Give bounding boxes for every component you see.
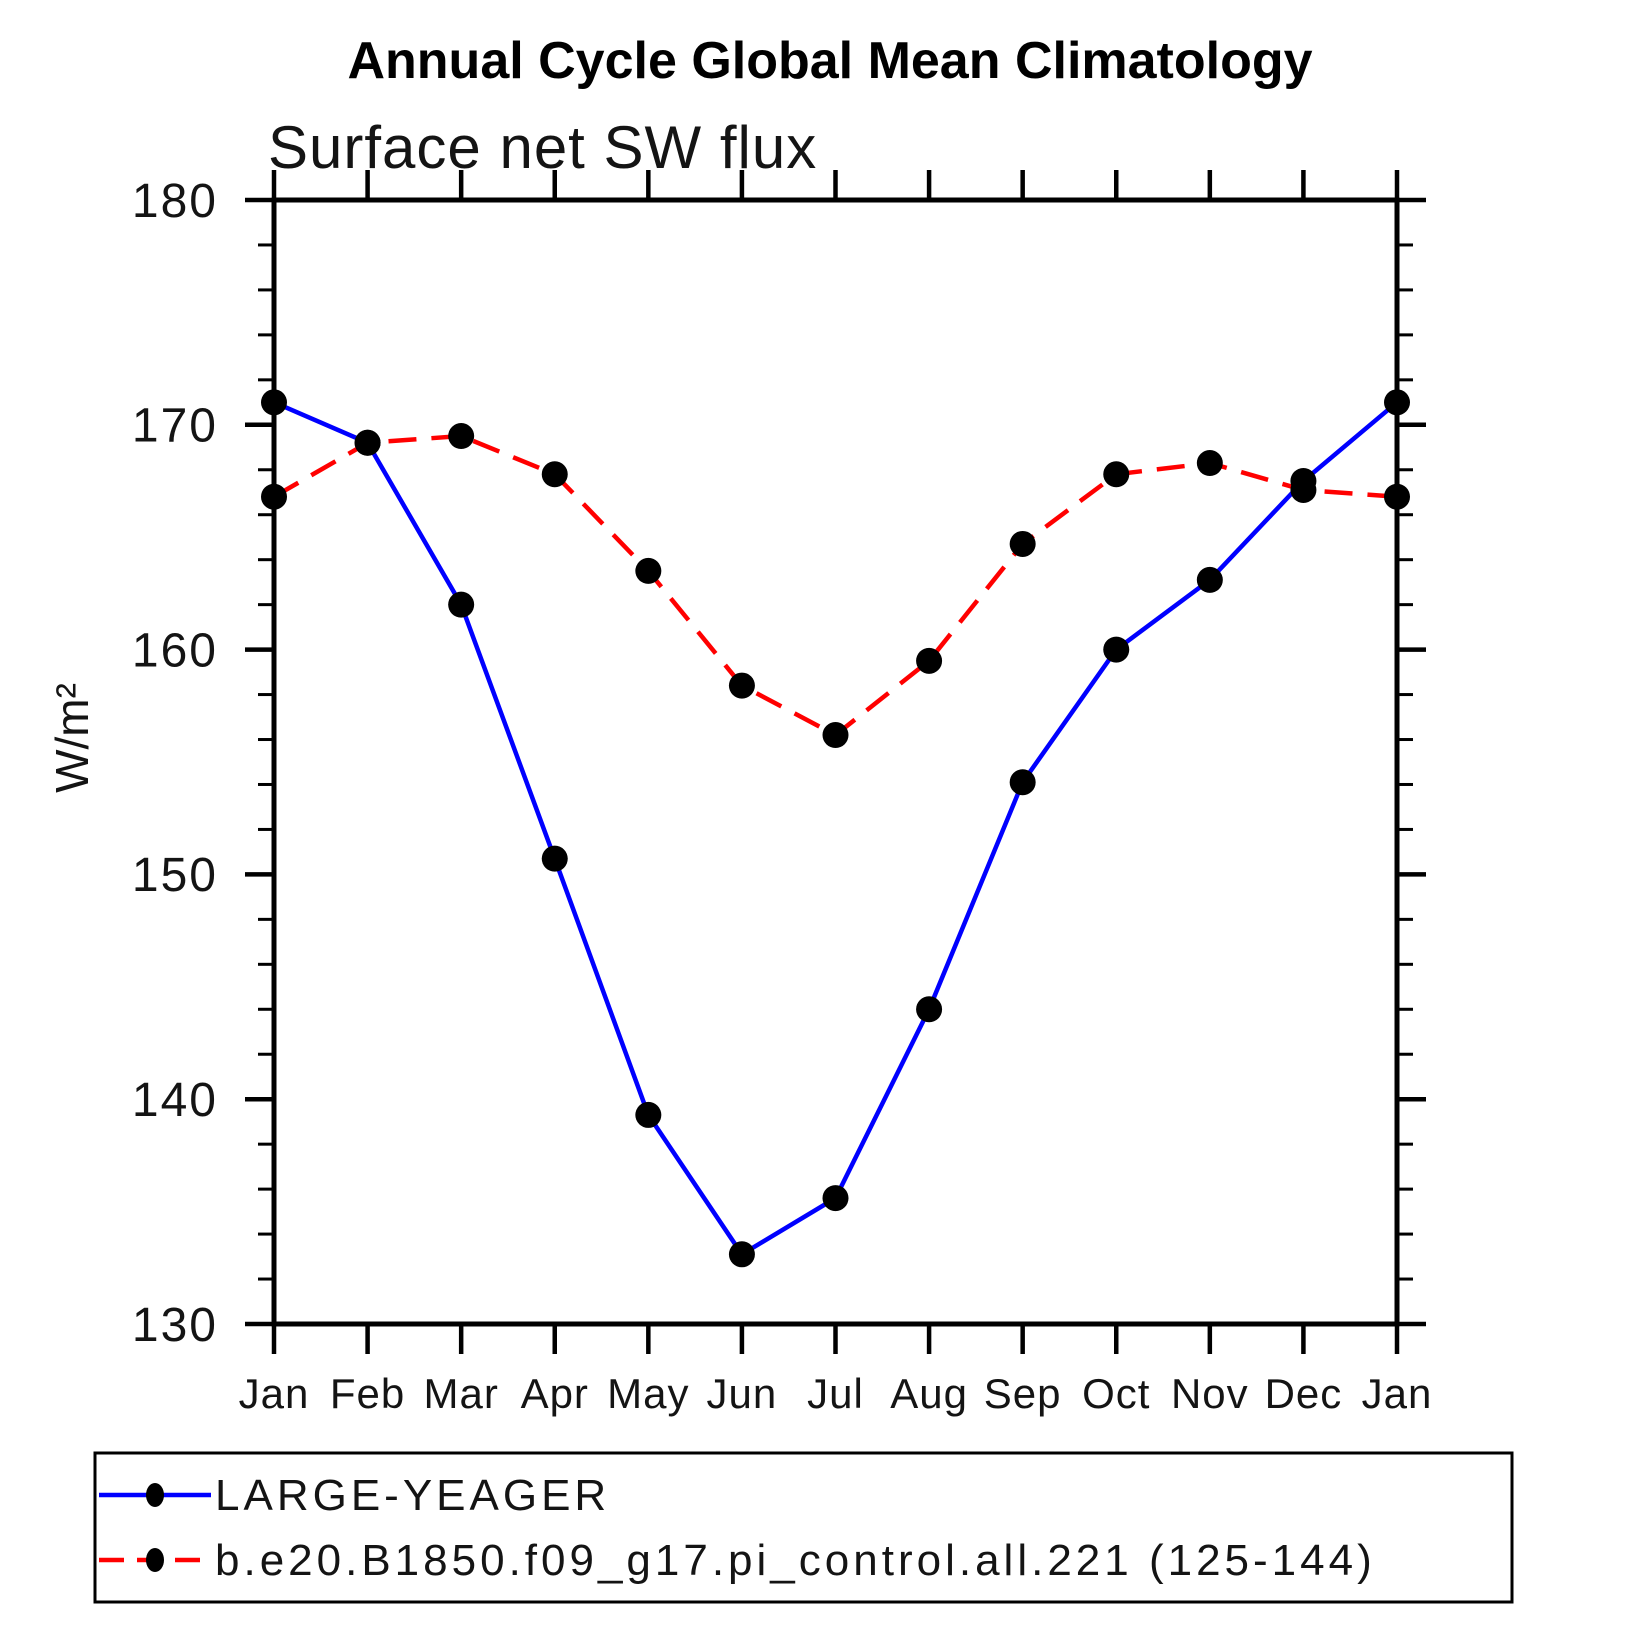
- data-point-series-1: [261, 483, 287, 510]
- data-point-series-0: [635, 1101, 662, 1128]
- data-point-series-0: [448, 591, 475, 618]
- legend-box: [93, 1451, 1514, 1604]
- y-tick-label: 170: [132, 400, 218, 453]
- data-point-series-1: [916, 647, 943, 674]
- plot-frame: [271, 197, 1400, 1327]
- legend: LARGE-YEAGER b.e20.B1850.f09_g17.pi_cont…: [93, 1451, 1514, 1604]
- x-tick-label: Jul: [807, 1370, 864, 1417]
- data-point-series-1: [635, 557, 662, 584]
- data-point-series-1: [1103, 461, 1130, 488]
- data-point-series-1: [822, 722, 849, 749]
- x-tick-label: Oct: [1082, 1370, 1150, 1417]
- y-tick-label: 180: [132, 175, 218, 228]
- plot-axes: 130 140 150 160 170 180 Jan Feb Mar Apr May Jun Jul A…: [132, 170, 1433, 1417]
- legend-marker-1: [146, 1548, 164, 1572]
- data-point-series-0: [916, 996, 943, 1023]
- chart-title: Annual Cycle Global Mean Climatology: [347, 32, 1312, 90]
- series-line-1: [272, 433, 1398, 738]
- data-point-series-0: [541, 845, 568, 872]
- data-point-series-1: [1290, 476, 1317, 503]
- x-tick-label: Apr: [521, 1370, 589, 1417]
- y-axis-label: W/m²: [46, 683, 98, 793]
- data-point-series-0: [728, 1241, 755, 1268]
- y-tick-label: 150: [132, 849, 218, 902]
- x-tick-label: Nov: [1171, 1370, 1249, 1417]
- data-point-series-0: [1196, 566, 1223, 593]
- x-tick-label: Feb: [330, 1370, 405, 1417]
- data-point-series-0: [261, 389, 287, 416]
- x-tick-label: Jun: [707, 1370, 778, 1417]
- data-point-series-1: [728, 672, 755, 699]
- data-point-series-1: [1009, 530, 1036, 557]
- data-point-series-1: [354, 429, 381, 456]
- series-line-0: [273, 400, 1399, 1258]
- data-point-series-0: [1009, 769, 1036, 796]
- y-tick-label: 160: [132, 624, 218, 677]
- legend-label-model-run: b.e20.B1850.f09_g17.pi_control.all.221 (…: [215, 1536, 1376, 1585]
- data-point-series-0: [1384, 389, 1410, 416]
- legend-marker-0: [146, 1483, 164, 1507]
- chart-subtitle: Surface net SW flux: [268, 114, 817, 181]
- x-tick-label: Jan: [1362, 1370, 1433, 1417]
- y-tick-label: 140: [132, 1074, 218, 1127]
- data-point-series-0: [822, 1185, 849, 1212]
- chart-series: [261, 389, 1410, 1268]
- legend-swatches: [99, 1483, 211, 1572]
- x-tick-label: Sep: [984, 1370, 1062, 1417]
- data-point-series-0: [1103, 636, 1130, 663]
- legend-label-large-yeager: LARGE-YEAGER: [215, 1471, 610, 1520]
- data-point-series-1: [1384, 483, 1410, 510]
- data-point-series-1: [448, 423, 475, 450]
- x-tick-label: Aug: [890, 1370, 968, 1417]
- data-point-series-1: [541, 461, 568, 488]
- x-tick-label: Jan: [239, 1370, 310, 1417]
- y-tick-label: 130: [132, 1299, 218, 1352]
- x-tick-label: Mar: [423, 1370, 498, 1417]
- x-tick-label: Dec: [1265, 1370, 1343, 1417]
- x-tick-label: May: [607, 1370, 689, 1417]
- data-point-series-1: [1196, 450, 1223, 477]
